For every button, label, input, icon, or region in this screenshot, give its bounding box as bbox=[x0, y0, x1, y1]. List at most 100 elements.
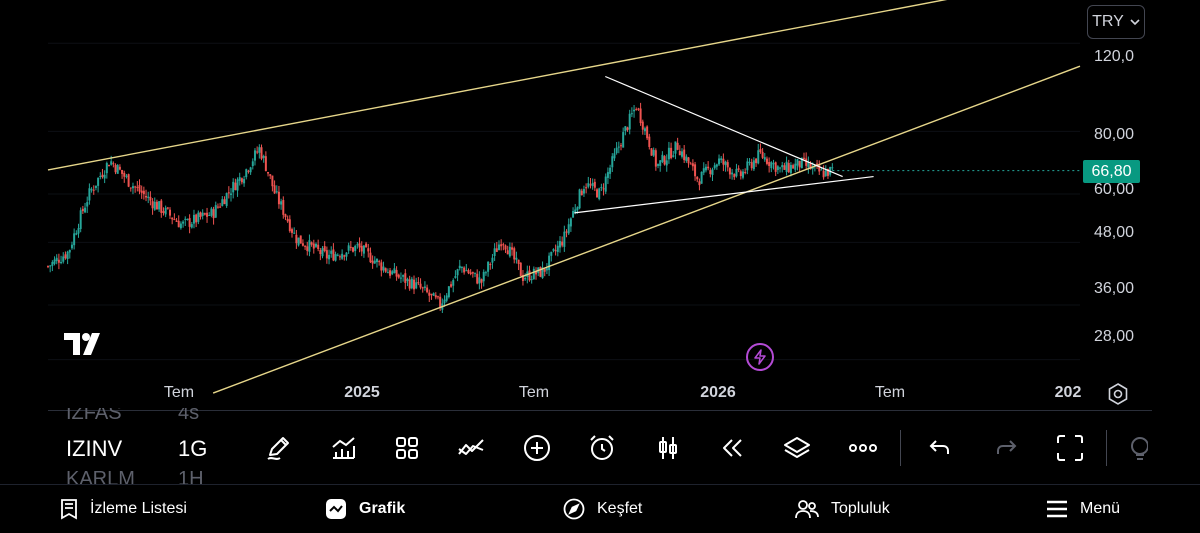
candle-body bbox=[676, 142, 679, 150]
candle-body bbox=[785, 161, 788, 172]
candle-body bbox=[691, 163, 694, 167]
add-icon[interactable] bbox=[515, 418, 559, 478]
candle-body bbox=[310, 242, 313, 245]
nav-community[interactable]: Topluluk bbox=[795, 485, 890, 533]
candle-body bbox=[273, 185, 276, 194]
settings-icon[interactable] bbox=[1106, 382, 1130, 406]
candle-body bbox=[476, 273, 479, 284]
candle-body bbox=[127, 174, 130, 187]
candle-body bbox=[186, 219, 189, 221]
nav-watchlist[interactable]: İzleme Listesi bbox=[60, 485, 187, 533]
candle-body bbox=[443, 299, 446, 304]
triangle-lower-line[interactable] bbox=[574, 175, 874, 214]
lower-channel-line[interactable] bbox=[212, 65, 1081, 394]
symbol-row-next[interactable]: KARLM 1H bbox=[66, 468, 236, 484]
candle-body bbox=[212, 209, 215, 219]
layers-icon[interactable] bbox=[775, 418, 819, 478]
chart-plot[interactable] bbox=[0, 0, 1200, 410]
candle-body bbox=[757, 150, 760, 164]
chart-divider bbox=[48, 410, 1152, 411]
redo-icon[interactable] bbox=[984, 418, 1028, 478]
price-tick-label: 120,0 bbox=[1093, 48, 1134, 65]
candle-body bbox=[565, 231, 568, 233]
candle-body bbox=[491, 257, 494, 263]
candle-body bbox=[548, 255, 551, 271]
upper-channel-line[interactable] bbox=[47, 0, 1080, 171]
candle-body bbox=[524, 278, 527, 280]
candle-body bbox=[336, 254, 339, 256]
candle-body bbox=[358, 243, 361, 248]
pencil-icon[interactable] bbox=[256, 418, 300, 478]
candles-icon[interactable] bbox=[646, 418, 690, 478]
replay-icon[interactable] bbox=[710, 418, 754, 478]
bolt-icon[interactable] bbox=[746, 343, 774, 371]
candle-body bbox=[667, 147, 670, 160]
fullscreen-icon[interactable] bbox=[1048, 418, 1092, 478]
triangle-upper-line[interactable] bbox=[605, 75, 843, 178]
candle-body bbox=[253, 150, 256, 161]
candle-body bbox=[308, 240, 311, 252]
lightbulb-icon[interactable] bbox=[1118, 418, 1148, 478]
candle-body bbox=[362, 245, 365, 254]
candle-body bbox=[419, 283, 422, 288]
candle-body bbox=[360, 245, 363, 252]
candle-body bbox=[593, 181, 596, 188]
candle-body bbox=[604, 176, 607, 192]
candle-body bbox=[225, 193, 228, 206]
candle-body bbox=[624, 126, 627, 132]
candle-body bbox=[539, 267, 542, 277]
symbol-row-previous[interactable]: IZFAS 4s bbox=[66, 408, 236, 425]
nav-menu-label: Menü bbox=[1080, 500, 1121, 517]
candle-body bbox=[367, 248, 370, 252]
compare-icon[interactable] bbox=[449, 418, 493, 478]
toolbar-separator bbox=[900, 430, 901, 466]
candle-body bbox=[508, 246, 511, 257]
candle-body bbox=[816, 163, 819, 166]
symbol-row-active[interactable]: IZINV 1G bbox=[66, 436, 236, 462]
alarm-icon[interactable] bbox=[580, 418, 624, 478]
candle-body bbox=[672, 155, 675, 157]
candle-body bbox=[249, 167, 252, 173]
candle-body bbox=[77, 228, 80, 234]
candle-body bbox=[796, 159, 799, 166]
nav-community-label: Topluluk bbox=[831, 500, 890, 517]
nav-menu[interactable]: Menü bbox=[1046, 485, 1120, 533]
candle-body bbox=[489, 264, 492, 266]
currency-selector[interactable]: TRY bbox=[1087, 5, 1145, 39]
chart-icon bbox=[326, 499, 346, 519]
candle-body bbox=[746, 161, 749, 171]
undo-icon[interactable] bbox=[918, 418, 962, 478]
candle-body bbox=[101, 174, 104, 177]
candle-body bbox=[779, 167, 782, 169]
candle-body bbox=[190, 224, 193, 228]
candle-body bbox=[487, 261, 490, 272]
candle-body bbox=[131, 186, 134, 189]
nav-chart[interactable]: Grafik bbox=[325, 485, 405, 533]
candle-body bbox=[824, 170, 827, 176]
time-tick-label: 202 bbox=[1054, 384, 1082, 401]
indicators-icon[interactable] bbox=[321, 418, 365, 478]
candle-body bbox=[567, 224, 570, 234]
candle-body bbox=[582, 189, 585, 194]
candle-body bbox=[145, 195, 148, 198]
chart-area[interactable]: TRY 120,0 80,00 60,00 48,00 36,00 28,00 … bbox=[0, 0, 1200, 410]
candles bbox=[47, 102, 834, 313]
time-tick-label: 2026 bbox=[700, 384, 736, 401]
hamburger-menu-icon bbox=[1047, 500, 1067, 518]
nav-explore[interactable]: Keşfet bbox=[563, 485, 642, 533]
candle-body bbox=[750, 162, 753, 169]
candle-body bbox=[62, 256, 65, 262]
candle-body bbox=[521, 274, 524, 281]
candle-body bbox=[325, 250, 328, 259]
candle-body bbox=[711, 169, 714, 176]
candle-body bbox=[794, 163, 797, 170]
candle-body bbox=[774, 162, 777, 172]
widgets-grid-icon[interactable] bbox=[385, 418, 429, 478]
candle-body bbox=[456, 269, 459, 276]
candle-body bbox=[630, 113, 633, 115]
symbol-picker[interactable]: IZFAS 4s IZINV 1G KARLM 1H bbox=[48, 408, 238, 484]
candle-body bbox=[160, 200, 163, 213]
more-icon[interactable] bbox=[841, 418, 885, 478]
candle-body bbox=[155, 201, 158, 210]
currency-label: TRY bbox=[1092, 13, 1124, 30]
